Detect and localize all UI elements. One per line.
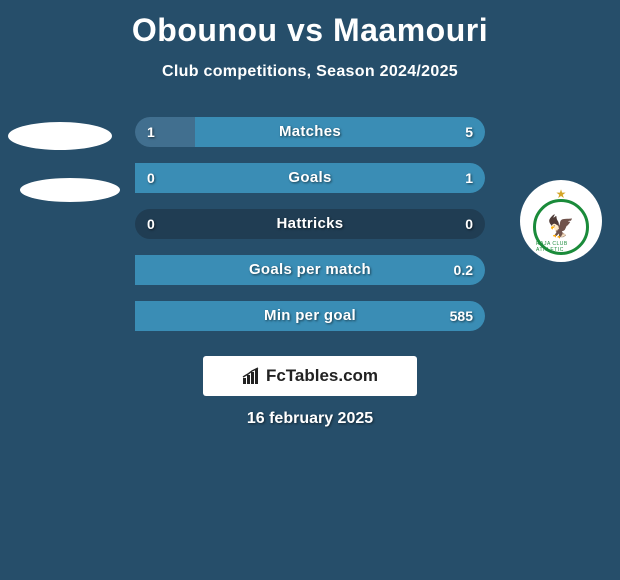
stat-label: Hattricks	[115, 209, 505, 239]
stat-label: Min per goal	[115, 301, 505, 331]
stat-row: 01Goals	[115, 163, 505, 193]
brand-logo[interactable]: FcTables.com	[203, 356, 417, 396]
date-label: 16 february 2025	[0, 410, 620, 428]
player1-avatar-placeholder	[8, 122, 112, 150]
club-ring-text: RAJA CLUB ATHLETIC	[536, 241, 586, 253]
stat-row: 15Matches	[115, 117, 505, 147]
stat-row: 585Min per goal	[115, 301, 505, 331]
bars-icon	[242, 366, 262, 386]
eagle-icon: 🦅	[547, 214, 574, 240]
club-emblem: 🦅 RAJA CLUB ATHLETIC	[533, 199, 589, 255]
stat-label: Matches	[115, 117, 505, 147]
page-subtitle: Club competitions, Season 2024/2025	[0, 63, 620, 81]
brand-text: FcTables.com	[266, 366, 378, 386]
page-title: Obounou vs Maamouri	[0, 0, 620, 49]
stat-row: 00Hattricks	[115, 209, 505, 239]
player2-club-badge: ★ 🦅 RAJA CLUB ATHLETIC	[520, 180, 602, 262]
stat-label: Goals	[115, 163, 505, 193]
player1-club-placeholder	[20, 178, 120, 202]
stat-row: 0.2Goals per match	[115, 255, 505, 285]
stat-label: Goals per match	[115, 255, 505, 285]
